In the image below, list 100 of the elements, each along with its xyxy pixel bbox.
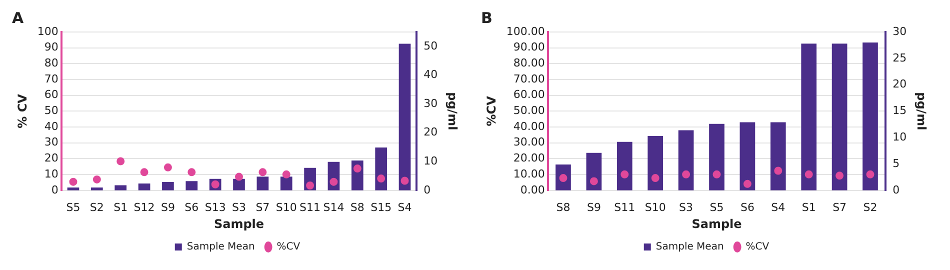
x-tick-label: S13 [204,200,226,214]
bar [398,44,411,190]
y-tick-label: 40 [44,120,58,133]
x-tick-label: S2 [90,200,104,214]
point [682,170,690,178]
point [188,168,196,176]
point [164,163,172,172]
x-tick-label: S2 [863,200,878,214]
x-tick-label: S11 [300,200,321,214]
y-tick-label: 70 [44,72,58,86]
x-tick-label: S14 [323,200,344,214]
y2-axis-title: pg/ml [914,92,929,130]
point [92,175,101,184]
y2-tick-label: 40 [424,68,438,82]
y-tick-label: 80.00 [513,56,545,70]
x-tick-label: S9 [586,200,601,214]
point [590,177,598,186]
x-tick-label: S4 [398,200,412,214]
y2-tick-label: 10 [892,130,907,144]
x-tick-label: S5 [66,200,80,214]
point [282,170,290,178]
y2-tick-label: 20 [424,126,438,139]
bar [114,185,127,190]
chart-title: B [481,8,492,27]
point [804,170,813,178]
point [306,181,314,190]
y2-tick-label: 0 [892,183,900,196]
point [330,178,338,186]
y-tick-label: 20 [44,152,58,165]
point [866,170,874,178]
x-tick-label: S6 [184,200,199,214]
bar [770,122,786,190]
y2-axis-title: pg/ml [446,92,460,130]
bar [138,183,150,190]
x-tick-label: S8 [350,200,364,214]
y-tick-label: 30 [44,136,58,149]
x-tick-label: S6 [740,200,754,214]
legend-label: %CV [746,242,770,253]
point [836,172,844,180]
y2-tick-label: 25 [892,51,907,64]
bar [375,147,388,190]
bar [186,181,198,190]
chart-title: A [12,8,24,27]
x-tick-label: S7 [832,200,847,214]
bar [709,124,724,190]
bar [162,182,174,190]
point [712,170,721,178]
y2-tick-label: 0 [424,183,431,196]
bar [586,152,602,190]
x-tick-label: S12 [134,200,155,214]
x-tick-label: S5 [710,200,724,214]
point [258,168,267,176]
legend-label: %CV [276,242,300,253]
y-tick-label: 0.00 [520,183,545,196]
y2-tick-label: 30 [892,24,907,38]
y-tick-label: 0 [51,183,58,196]
point [235,172,243,181]
bar [280,176,292,190]
bar [862,42,878,190]
y-tick-label: 60.00 [513,88,545,102]
x-axis-title: Sample [692,216,742,231]
x-tick-label: S9 [160,200,175,214]
x-axis-title: Sample [214,216,264,231]
y-tick-label: 50 [44,104,58,118]
y-tick-label: 90 [44,40,58,54]
y-tick-label: 50.00 [513,104,545,118]
y-tick-label: 20.00 [513,152,545,165]
y2-tick-label: 50 [424,39,438,52]
x-tick-label: S1 [114,200,128,214]
x-tick-label: S1 [802,200,816,214]
y-tick-label: 100 [37,24,58,38]
point [651,174,660,182]
point [620,170,629,178]
point [353,164,362,173]
bar [801,44,817,190]
point [140,168,148,176]
x-tick-label: S11 [614,200,636,214]
legend-label: Sample Mean [656,242,724,253]
y2-tick-label: 30 [424,96,438,110]
y-axis-title: %CV [484,95,498,126]
bar [740,122,756,190]
y-tick-label: 80 [44,56,58,70]
y-tick-label: 30.00 [513,136,545,149]
y-tick-label: 10.00 [513,167,545,180]
legend-label: Sample Mean [186,242,255,253]
point [377,174,386,183]
point [774,166,782,175]
y-axis-title: % CV [15,93,30,128]
y2-tick-label: 15 [892,104,907,118]
y-tick-label: 70.00 [513,72,545,86]
x-tick-label: S3 [232,200,246,214]
y2-tick-label: 10 [424,154,438,168]
x-tick-label: S15 [370,200,392,214]
x-tick-label: S3 [679,200,694,214]
x-tick-label: S10 [276,200,297,214]
bar [616,142,632,190]
y-tick-label: 40.00 [513,120,545,133]
bar [233,178,245,190]
point [400,176,409,185]
y-tick-label: 100.00 [506,24,545,38]
